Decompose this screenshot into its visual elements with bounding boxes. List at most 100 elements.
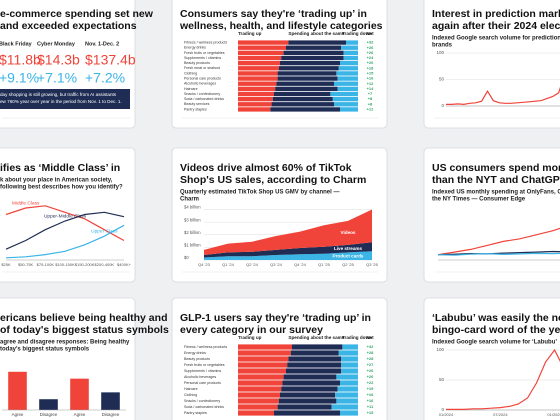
bar-segment [287,362,342,368]
bar-segment [340,410,358,416]
row-label: Beauty products [184,357,210,361]
net-label: +16 [367,76,375,81]
bar-segment [280,392,336,398]
net-label: +28 [367,350,375,355]
bar-segment [335,392,358,398]
bar-segment [336,374,358,380]
bar-segment [337,76,358,81]
row-label: Snacks / confectionery [184,399,220,403]
bar-segment [343,55,358,61]
y-tick-label: $3 billion [184,217,201,222]
card-subtitle: agree and disagree responses: Being heal… [0,340,130,346]
bar-segment [281,386,338,392]
card: Videos drive almost 60% of TikTokShop's … [171,147,388,283]
stat-change: +7.2% [85,70,125,86]
net-label: +24 [367,55,375,60]
bar-segment [341,356,358,362]
bar-segment [336,398,358,404]
x-tick-label: Q2 '25 [342,262,354,267]
bar-segment [238,386,282,392]
card-title: e-commerce spending set new [0,8,154,20]
stat-amount: $137.4b [85,52,136,68]
row-label: Clothing [184,393,197,397]
card-subtitle: the NY Times — Consumer Edge [432,197,526,203]
card-title: ‘Labubu’ was easily the not-o [432,312,560,324]
row-label: Beauty products [184,61,210,65]
x-tick-label: Q1 '24 [222,262,234,267]
bar-segment [276,81,334,86]
x-tick-label: Agree [74,412,86,417]
net-label: +15 [367,410,375,415]
area-series [204,251,372,260]
bar-segment [238,107,271,112]
bar-segment [238,398,279,404]
bar [101,392,120,410]
bar-segment [286,368,342,374]
column-header: Trading up [238,31,262,36]
bar-segment [270,107,340,112]
bar-segment [288,40,346,45]
y-tick-label: 50 [439,377,445,382]
card-frame [423,0,560,129]
bar-segment [336,71,358,76]
y-tick-label: $2 billion [184,230,201,235]
series-label: Videos [341,230,356,235]
bar-segment [238,344,292,350]
row-label: Personal care products [184,77,221,81]
row-label: Energy drinks [184,351,206,355]
line-series [437,227,560,256]
bar-segment [238,55,282,61]
x-tick-label: Agree [12,412,24,417]
x-tick-label: $50-75K [18,262,33,267]
y-tick-label: $1 billion [184,242,201,247]
row-label: Fresh fruits or vegetables [184,51,225,55]
card: GLP-1 users say they're ‘trading up’ ine… [171,297,388,420]
series-label: Live streams [334,246,363,251]
x-tick-label: 07/2024 [493,412,508,417]
bar-segment [337,86,358,92]
bar-segment [278,66,339,71]
card-title: Interest in prediction markets [432,8,560,20]
bar-segment [275,86,338,92]
card-title: Consumers say they're ‘trading up’ in [180,8,367,20]
bar-segment [277,404,332,410]
card-subtitle: following best describes how you identif… [0,185,123,191]
stat-change: +7.1% [37,70,77,86]
y-tick-label: 0 [441,103,444,108]
net-label: +26 [367,45,375,50]
bar-segment [271,102,334,107]
line-series [437,252,560,256]
bar-segment [238,45,286,50]
net-label: +27 [367,362,375,367]
card: Consumers say they're ‘trading up’ inwel… [171,0,388,129]
stat-change: +9.1% [0,70,39,86]
stat-label: Cyber Monday [37,41,76,47]
card-title: bingo-card word of the year fo [432,324,560,336]
x-tick-label: $100-150K [55,262,75,267]
y-tick-label: 100 [436,347,444,352]
row-label: Alcoholic beverages [184,375,216,379]
bar-segment [238,102,272,107]
line-series [5,205,125,242]
bar-segment [331,404,358,410]
row-label: Soda / carbonated drinks [184,97,224,101]
bar [39,399,58,410]
x-tick-label: Q3 '24 [270,262,282,267]
stat-amount: $14.3b [37,52,80,68]
card-subtitle: brands [432,43,453,49]
bar-segment [341,45,358,50]
net-label: +18 [367,65,375,70]
stat-amount: $11.8b [0,52,41,68]
column-header: Trading up [238,335,262,340]
y-tick-label: 0 [441,407,444,412]
bar-segment [343,50,358,56]
x-tick-label: 01/2025 [547,412,560,417]
card: ifies as ‘Middle Class’ in k about your p… [0,147,136,283]
row-label: Alcoholic beverages [184,82,216,86]
card: US consumers spend more onthan the NYT a… [423,147,560,283]
card-title: again after their 2024 election [432,20,560,32]
bar-segment [238,392,280,398]
line-series [446,348,560,410]
bar [70,378,89,410]
